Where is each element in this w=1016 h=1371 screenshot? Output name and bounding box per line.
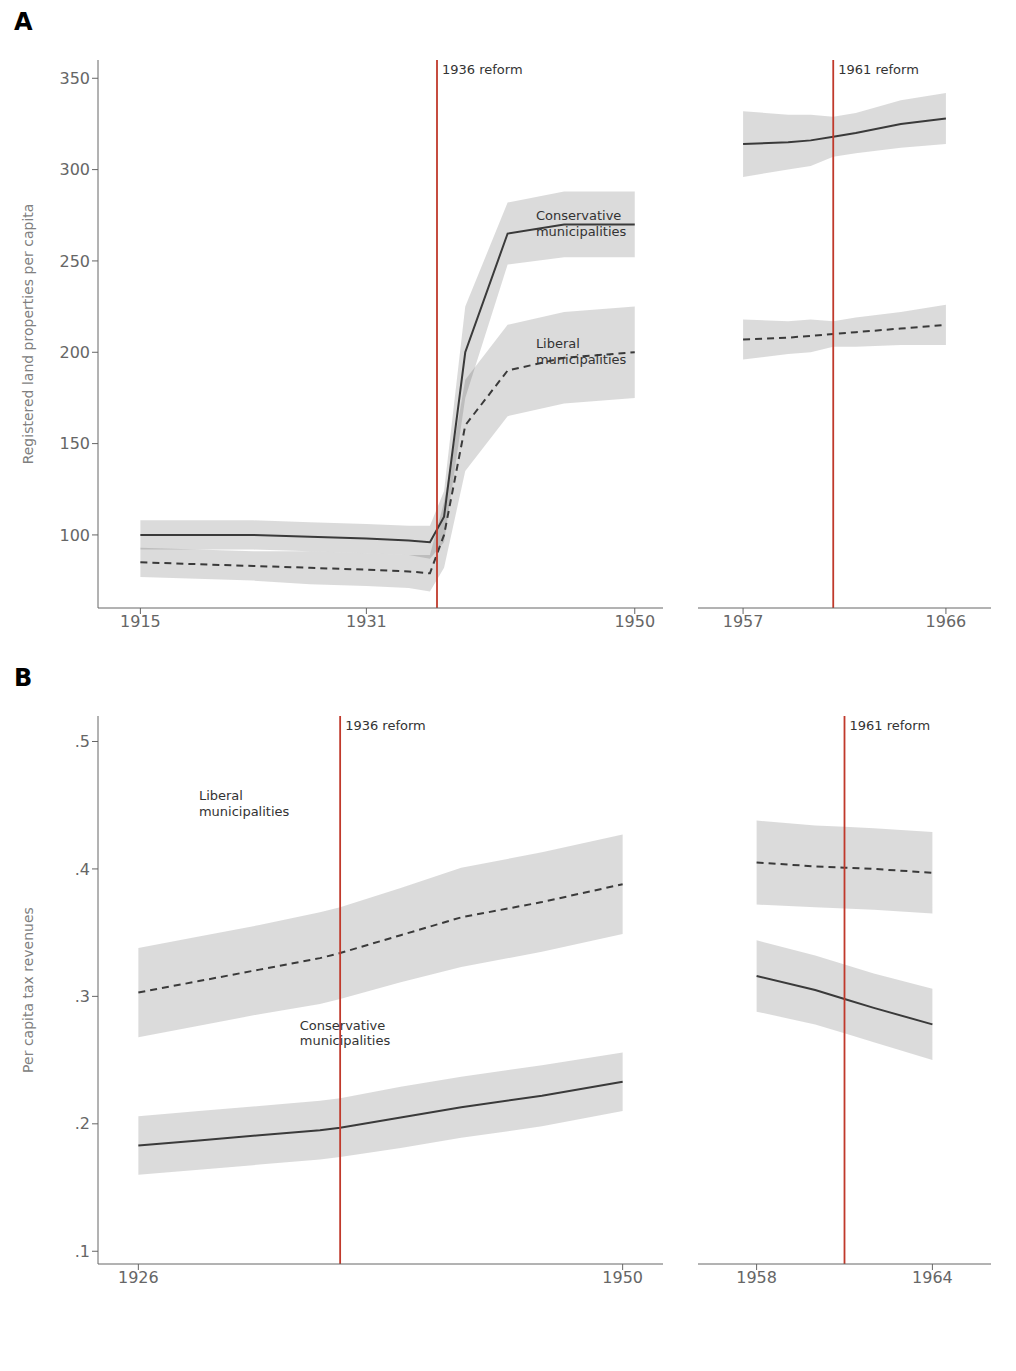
svg-text:1961 reform: 1961 reform (850, 718, 931, 733)
svg-text:Per capita tax revenues: Per capita tax revenues (20, 907, 36, 1073)
svg-text:1926: 1926 (118, 1268, 159, 1287)
svg-text:1931: 1931 (346, 612, 387, 631)
svg-text:1950: 1950 (614, 612, 655, 631)
svg-text:1950: 1950 (602, 1268, 643, 1287)
svg-text:1966: 1966 (926, 612, 967, 631)
svg-text:1964: 1964 (912, 1268, 953, 1287)
svg-text:350: 350 (59, 69, 90, 88)
svg-text:Registered land properties per: Registered land properties per capita (20, 204, 36, 465)
svg-text:150: 150 (59, 434, 90, 453)
svg-text:.2: .2 (75, 1114, 90, 1133)
svg-text:Conservativemunicipalities: Conservativemunicipalities (300, 1018, 391, 1049)
svg-text:1936 reform: 1936 reform (345, 718, 426, 733)
svg-text:Liberalmunicipalities: Liberalmunicipalities (536, 336, 627, 367)
html-text:A: A (14, 8, 33, 36)
svg-text:1961 reform: 1961 reform (838, 62, 919, 77)
svg-text:250: 250 (59, 252, 90, 271)
svg-text:200: 200 (59, 343, 90, 362)
svg-text:100: 100 (59, 526, 90, 545)
svg-text:1936 reform: 1936 reform (442, 62, 523, 77)
svg-text:Liberalmunicipalities: Liberalmunicipalities (199, 788, 290, 819)
svg-text:Conservativemunicipalities: Conservativemunicipalities (536, 208, 627, 239)
svg-text:300: 300 (59, 160, 90, 179)
svg-text:1958: 1958 (736, 1268, 777, 1287)
svg-text:.1: .1 (75, 1242, 90, 1261)
svg-text:.5: .5 (75, 732, 90, 751)
svg-text:1957: 1957 (723, 612, 764, 631)
svg-text:.3: .3 (75, 987, 90, 1006)
svg-text:.4: .4 (75, 860, 90, 879)
svg-text:1915: 1915 (120, 612, 161, 631)
html-text:B: B (14, 664, 33, 692)
